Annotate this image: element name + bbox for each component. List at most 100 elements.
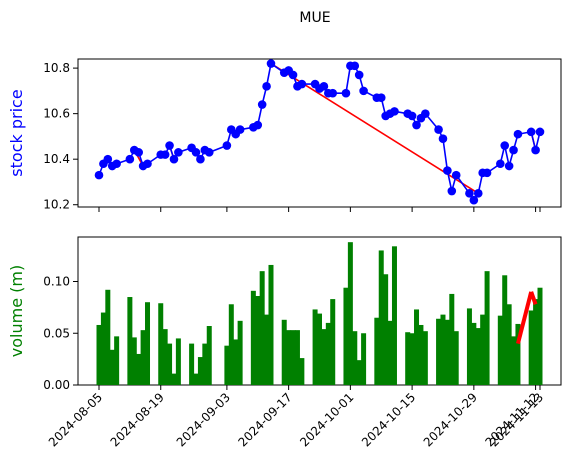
volume-bar (127, 297, 133, 385)
volume-bars (96, 242, 543, 385)
volume-bar (140, 330, 146, 385)
volume-bar (405, 332, 411, 385)
volume-bar (436, 318, 442, 385)
volume-bar (374, 317, 380, 385)
price-point (465, 189, 474, 198)
volume-bar (347, 242, 353, 385)
volume-bar (96, 324, 102, 385)
volume-bar (533, 299, 539, 385)
volume-bar (356, 360, 362, 385)
volume-y-tick-label: 0.00 (43, 378, 70, 392)
volume-bar (233, 339, 239, 385)
volume-bar (466, 308, 472, 385)
price-point (174, 148, 183, 157)
price-point (196, 154, 205, 164)
volume-bar (224, 345, 230, 385)
volume-bar (131, 337, 137, 385)
price-point (509, 145, 518, 155)
price-point (412, 120, 421, 130)
volume-bar (378, 250, 384, 385)
price-point (535, 127, 545, 137)
volume-bar (294, 330, 300, 385)
price-point (376, 93, 386, 103)
volume-bar (321, 329, 327, 385)
volume-bar (167, 343, 173, 385)
volume-bar (286, 330, 292, 385)
price-point (504, 161, 514, 171)
volume-bar (480, 314, 486, 385)
price-point (143, 159, 152, 169)
volume-bar (317, 313, 322, 385)
price-y-label: stock price (7, 89, 26, 176)
volume-x-tick-label: 2024-09-17 (236, 390, 295, 449)
price-point (451, 170, 461, 180)
price-point (191, 148, 201, 157)
volume-bar (162, 329, 168, 385)
price-point (341, 88, 351, 98)
volume-bar (255, 295, 261, 385)
price-point (434, 125, 443, 134)
volume-bar (268, 264, 274, 385)
volume-bar (391, 246, 397, 385)
volume-bar (528, 310, 534, 385)
price-point (500, 141, 510, 150)
price-point (531, 145, 540, 155)
volume-bar (109, 349, 115, 385)
volume-bar (537, 287, 543, 385)
price-points (94, 59, 545, 205)
volume-bar (228, 304, 234, 385)
volume-x-ticks: 2024-08-05 2024-08-19 2024-09-03 2024-09-17… (46, 385, 546, 449)
price-point (169, 154, 179, 164)
volume-bar (352, 331, 358, 385)
volume-bar (418, 324, 424, 385)
volume-bar (471, 322, 477, 385)
price-point (447, 186, 457, 196)
price-plot-area (77, 58, 562, 208)
price-point (165, 141, 174, 150)
price-point (469, 195, 479, 205)
price-point (288, 70, 298, 80)
price-point (125, 154, 135, 164)
volume-bar (197, 357, 203, 385)
volume-bar (264, 314, 270, 385)
price-y-tick-label: 10.4 (43, 152, 70, 166)
volume-bar (189, 343, 195, 385)
price-point (407, 111, 417, 121)
volume-y-tick-label: 0.10 (43, 275, 70, 289)
volume-panel: 0.00 0.05 0.10 2024-08-05 2024-08-19 2024-09… (7, 236, 562, 449)
volume-x-tick-label: 2024-09-03 (174, 390, 233, 449)
volume-bar (259, 271, 265, 385)
price-point (354, 70, 364, 80)
volume-bar (250, 290, 256, 385)
price-point (222, 141, 232, 150)
price-series-line (98, 62, 541, 202)
price-point (496, 159, 505, 169)
volume-bar (502, 275, 508, 385)
price-point (421, 109, 430, 118)
price-point (112, 159, 121, 169)
volume-highlight-segment (529, 291, 538, 305)
volume-y-label: volume (m) (7, 265, 26, 357)
price-highlight-segments (133, 62, 537, 195)
price-point (253, 120, 263, 130)
price-point (160, 150, 170, 159)
volume-bar (105, 289, 111, 385)
price-y-tick-label: 10.6 (43, 107, 70, 121)
price-x-ticks (98, 207, 541, 212)
price-point (94, 170, 104, 180)
volume-bar (484, 271, 490, 385)
volume-x-tick-label: 2024-10-29 (421, 390, 480, 449)
price-point (443, 166, 452, 175)
volume-bar (361, 333, 367, 385)
price-panel: 10.2 10.4 10.6 10.8 stock price (7, 58, 562, 212)
price-y-tick-label: 10.2 (43, 198, 70, 212)
volume-bar (171, 373, 177, 385)
volume-bar (440, 314, 446, 385)
volume-bar (193, 373, 199, 385)
volume-bar (453, 331, 459, 385)
volume-bar (202, 343, 208, 385)
volume-bar (281, 319, 287, 385)
volume-y-tick-label: 0.05 (43, 326, 70, 340)
volume-bar (330, 299, 336, 385)
